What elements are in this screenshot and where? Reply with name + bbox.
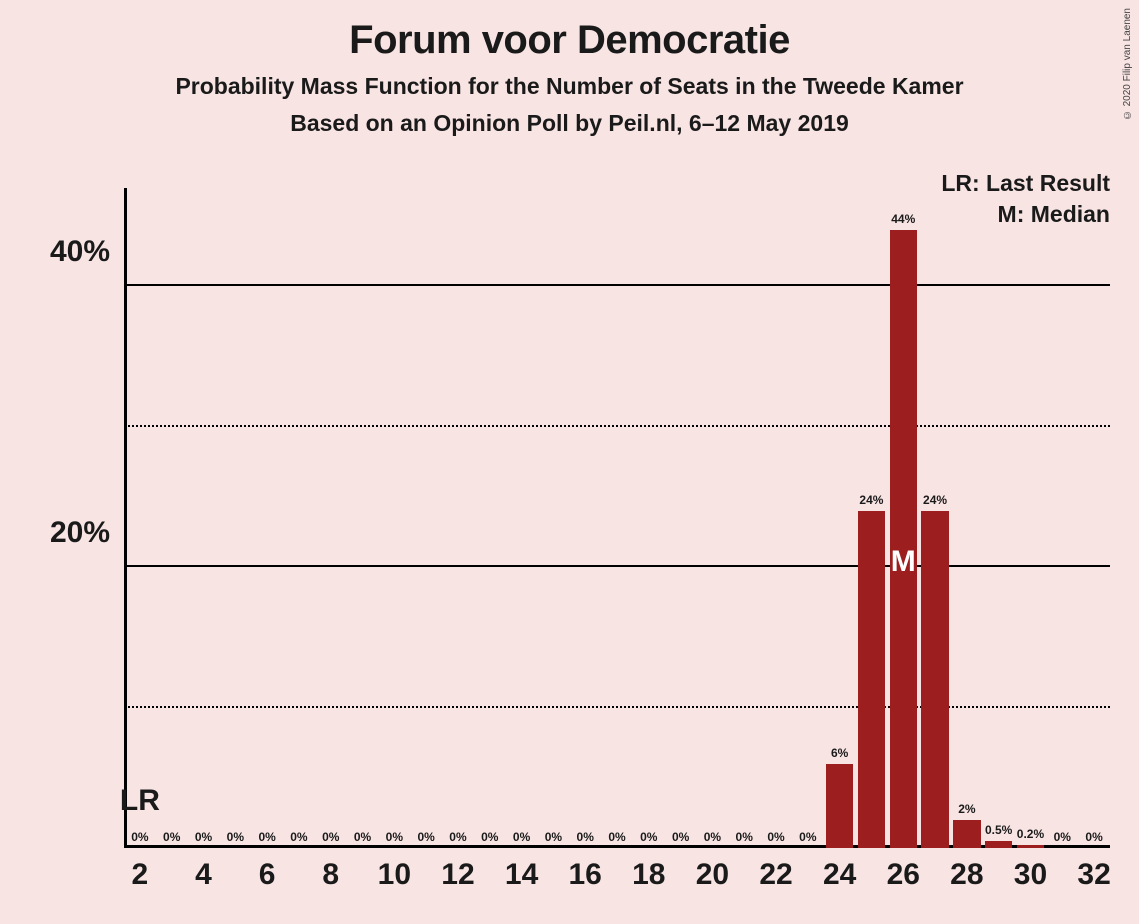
y-tick-label: 20% <box>10 516 110 550</box>
bar <box>890 230 917 848</box>
copyright-text: © 2020 Filip van Laenen <box>1122 8 1133 120</box>
title-sub2: Based on an Opinion Poll by Peil.nl, 6–1… <box>0 110 1139 137</box>
x-tick-label: 14 <box>492 858 552 892</box>
lr-mark: LR <box>120 784 160 818</box>
bar-value-label: 2% <box>942 802 992 816</box>
bar <box>921 511 948 848</box>
titles: Forum voor Democratie Probability Mass F… <box>0 0 1139 137</box>
plot-area: LR: Last Result M: Median 20%40% 0%0%0%0… <box>110 188 1110 848</box>
bar-value-label: 24% <box>910 493 960 507</box>
bar-value-label: 44% <box>878 212 928 226</box>
chart-canvas: © 2020 Filip van Laenen Forum voor Democ… <box>0 0 1139 924</box>
bar <box>1017 845 1044 848</box>
x-tick-label: 22 <box>746 858 806 892</box>
x-tick-label: 4 <box>174 858 234 892</box>
x-tick-label: 10 <box>364 858 424 892</box>
x-tick-label: 20 <box>682 858 742 892</box>
x-tick-label: 24 <box>810 858 870 892</box>
x-tick-label: 2 <box>110 858 170 892</box>
y-tick-label: 40% <box>10 235 110 269</box>
bar <box>826 764 853 848</box>
title-main: Forum voor Democratie <box>0 18 1139 63</box>
x-tick-label: 26 <box>873 858 933 892</box>
x-tick-label: 28 <box>937 858 997 892</box>
x-tick-label: 12 <box>428 858 488 892</box>
x-tick-label: 30 <box>1000 858 1060 892</box>
bar <box>985 841 1012 848</box>
title-sub1: Probability Mass Function for the Number… <box>0 73 1139 100</box>
x-tick-label: 8 <box>301 858 361 892</box>
x-tick-label: 18 <box>619 858 679 892</box>
x-tick-label: 6 <box>237 858 297 892</box>
bars-container: 0%0%0%0%0%0%0%0%0%0%0%0%0%0%0%0%0%0%0%0%… <box>124 188 1110 848</box>
median-mark: M <box>891 545 916 579</box>
bar <box>858 511 885 848</box>
x-tick-label: 16 <box>555 858 615 892</box>
bar-value-label: 0% <box>1069 830 1119 844</box>
x-tick-label: 32 <box>1064 858 1124 892</box>
